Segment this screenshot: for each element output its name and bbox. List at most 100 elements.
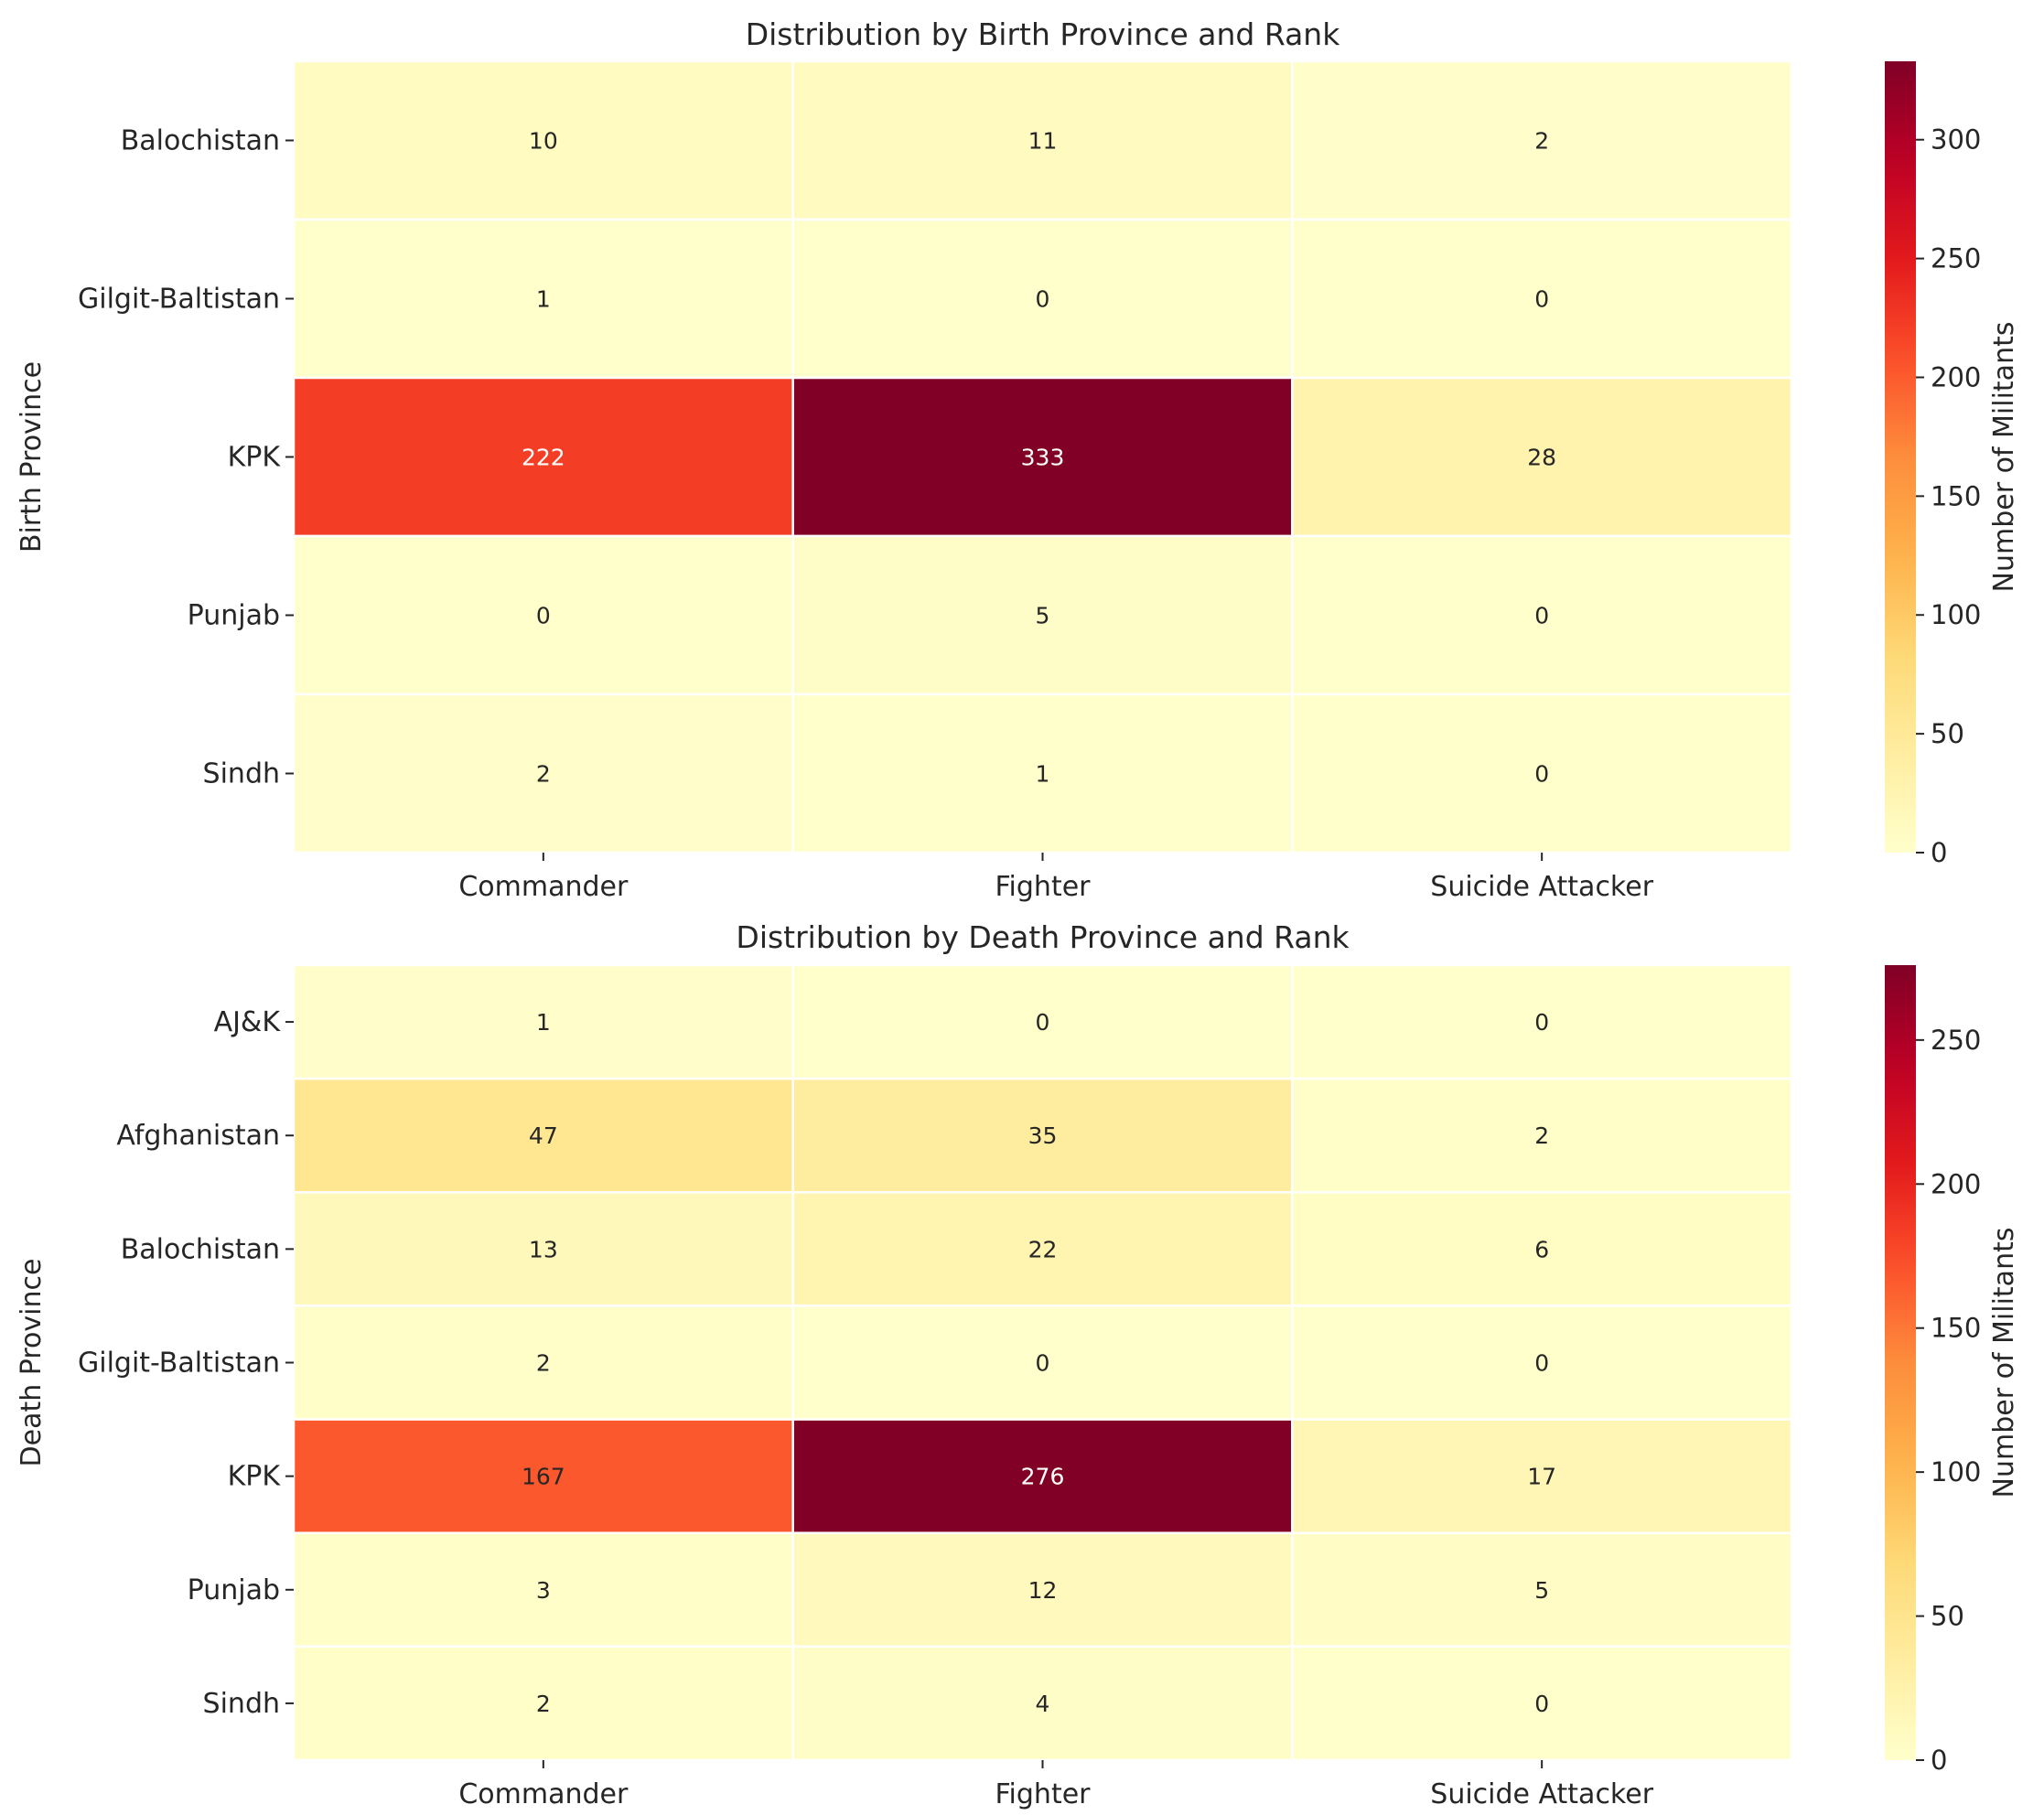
y-tick-label: Sindh <box>203 758 280 790</box>
colorbar-label: Number of Militants <box>1988 322 2020 593</box>
cell-value-label: 2 <box>536 1350 551 1377</box>
cell-value-label: 11 <box>1028 128 1058 155</box>
cell-value-label: 0 <box>1534 286 1549 313</box>
colorbar-tick-label: 250 <box>1931 1025 1981 1056</box>
y-tick-label: Sindh <box>203 1688 280 1720</box>
colorbar-label: Number of Militants <box>1988 1228 2020 1498</box>
cell-value-label: 2 <box>536 1691 551 1717</box>
cell-value-label: 0 <box>1036 286 1050 313</box>
cell-value-label: 5 <box>1534 1577 1549 1604</box>
cell-value-label: 0 <box>1534 603 1549 629</box>
heatmap-cell-afghanistan-commander <box>292 1077 794 1194</box>
heatmap-cell-ajandk-fighter <box>791 963 1294 1080</box>
colorbar-tick-label: 300 <box>1931 124 1981 156</box>
heatmap-cell-balochistan-suicide-attacker <box>1291 1191 1793 1307</box>
cell-value-label: 2 <box>1534 1122 1549 1149</box>
colorbar-tick-label: 200 <box>1931 1168 1981 1199</box>
y-axis-label: Birth Province <box>16 361 48 553</box>
y-tick-label: Gilgit-Baltistan <box>78 284 280 316</box>
y-tick-label: Balochistan <box>121 1233 280 1265</box>
colorbar-tick-label: 200 <box>1931 361 1981 392</box>
y-tick-label: Gilgit-Baltistan <box>78 1348 280 1380</box>
cell-value-label: 22 <box>1028 1236 1058 1262</box>
x-tick-label: Fighter <box>995 871 1091 903</box>
cell-value-label: 0 <box>1534 1691 1549 1717</box>
cell-value-label: 13 <box>529 1236 558 1262</box>
heatmap-cell-balochistan-commander <box>292 59 794 221</box>
cell-value-label: 0 <box>1534 1350 1549 1377</box>
cell-value-label: 1 <box>1036 761 1050 788</box>
heatmap-panel-1: Distribution by Birth Province and Rank 1… <box>16 16 2020 903</box>
heatmap-cell-kpk-commander <box>292 1418 794 1534</box>
heatmap-panel-2: Distribution by Death Province and Rank 1… <box>16 919 2020 1810</box>
heatmap-cell-gilgit-baltistan-suicide-attacker <box>1291 1305 1793 1421</box>
heatmap-cell-gilgit-baltistan-commander <box>292 218 794 380</box>
chart-title: Distribution by Birth Province and Rank <box>746 16 1341 52</box>
heatmap-cell-sindh-commander <box>292 693 794 854</box>
cell-value-label: 17 <box>1527 1464 1556 1490</box>
y-tick-label: AJ&K <box>214 1006 282 1038</box>
cell-value-label: 0 <box>1036 1009 1050 1036</box>
cell-value-label: 10 <box>529 128 558 155</box>
cell-value-label: 0 <box>1534 761 1549 788</box>
cell-value-label: 12 <box>1028 1577 1058 1604</box>
colorbar-tick-label: 150 <box>1931 480 1981 511</box>
y-tick-label: Afghanistan <box>116 1120 280 1152</box>
colorbar <box>1885 965 1916 1760</box>
cell-value-label: 0 <box>1036 1350 1050 1377</box>
y-axis-label: Death Province <box>16 1259 48 1467</box>
cell-value-label: 2 <box>1534 128 1549 155</box>
heatmap-cell-balochistan-fighter <box>791 1191 1294 1307</box>
colorbar-tick-label: 50 <box>1931 1601 1964 1632</box>
cell-value-label: 2 <box>536 761 551 788</box>
colorbar-tick-label: 100 <box>1931 1456 1981 1487</box>
cell-value-label: 222 <box>522 445 565 471</box>
heatmap-cell-punjab-commander <box>292 534 794 696</box>
cell-value-label: 6 <box>1534 1236 1549 1262</box>
x-tick-label: Suicide Attacker <box>1430 871 1653 903</box>
cell-value-label: 276 <box>1021 1464 1065 1490</box>
colorbar-tick-label: 50 <box>1931 718 1964 749</box>
chart-title: Distribution by Death Province and Rank <box>736 919 1350 955</box>
heatmap-cell-afghanistan-fighter <box>791 1077 1294 1194</box>
cell-value-label: 333 <box>1021 445 1065 471</box>
colorbar-tick-label: 0 <box>1931 1745 1947 1776</box>
colorbar-tick-label: 250 <box>1931 243 1981 274</box>
heatmap-cell-gilgit-baltistan-fighter <box>791 218 1294 380</box>
cell-value-label: 1 <box>536 1009 551 1036</box>
cell-value-label: 47 <box>529 1122 558 1149</box>
y-tick-label: Balochistan <box>121 125 280 157</box>
x-tick-label: Commander <box>458 1778 629 1810</box>
cell-value-label: 5 <box>1036 603 1050 629</box>
x-tick-label: Commander <box>458 871 629 903</box>
heatmap-cell-punjab-suicide-attacker <box>1291 1531 1793 1649</box>
cell-value-label: 0 <box>536 603 551 629</box>
heatmap-cell-sindh-fighter <box>791 1645 1294 1762</box>
cell-value-label: 4 <box>1036 1691 1050 1717</box>
heatmap-cell-punjab-suicide-attacker <box>1291 534 1793 696</box>
colorbar-tick-label: 100 <box>1931 599 1981 630</box>
cell-value-label: 35 <box>1028 1122 1058 1149</box>
cell-value-label: 1 <box>536 286 551 313</box>
heatmap-cell-kpk-fighter <box>791 376 1294 538</box>
cell-value-label: 167 <box>522 1464 565 1490</box>
y-tick-label: KPK <box>228 442 282 474</box>
cell-value-label: 28 <box>1527 445 1556 471</box>
heatmap-cell-kpk-suicide-attacker <box>1291 1418 1793 1534</box>
heatmap-cell-afghanistan-suicide-attacker <box>1291 1077 1793 1194</box>
colorbar <box>1885 61 1916 853</box>
y-tick-label: Punjab <box>188 1574 280 1606</box>
heatmap-cell-gilgit-baltistan-suicide-attacker <box>1291 218 1793 380</box>
heatmap-cell-sindh-suicide-attacker <box>1291 693 1793 854</box>
colorbar-tick-label: 0 <box>1931 837 1947 868</box>
heatmap-cell-balochistan-suicide-attacker <box>1291 59 1793 221</box>
y-tick-label: Punjab <box>188 600 280 632</box>
heatmap-cell-punjab-fighter <box>791 1531 1294 1649</box>
cell-value-label: 3 <box>536 1577 551 1604</box>
x-tick-label: Fighter <box>995 1778 1091 1810</box>
heatmap-cell-balochistan-fighter <box>791 59 1294 221</box>
x-tick-label: Suicide Attacker <box>1430 1778 1653 1810</box>
cell-value-label: 0 <box>1534 1009 1549 1036</box>
